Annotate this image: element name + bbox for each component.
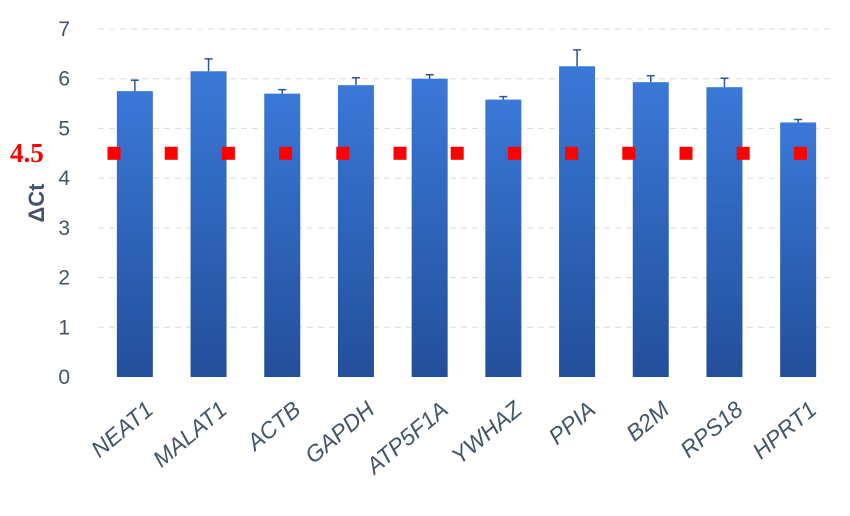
x-category-label: MALAT1	[148, 396, 232, 472]
bars	[116, 66, 817, 378]
y-tick-label: 5	[58, 117, 70, 140]
x-category-label: ACTB	[240, 396, 305, 457]
x-category-label: RPS18	[675, 396, 748, 463]
y-tick-label: 2	[58, 267, 70, 290]
x-category-label: ATP5F1A	[360, 396, 453, 480]
threshold-marker	[279, 146, 293, 160]
bar-ywhaz	[485, 99, 522, 377]
bar-rps18	[706, 87, 743, 377]
y-axis-label: ΔCt	[24, 183, 49, 223]
threshold-marker	[793, 146, 807, 160]
threshold-line	[107, 146, 807, 160]
threshold-marker	[736, 146, 750, 160]
y-tick-label: 3	[58, 217, 70, 240]
y-tick-label: 4	[58, 167, 70, 190]
threshold-marker	[565, 146, 579, 160]
threshold-marker	[393, 146, 407, 160]
bar-b2m	[632, 82, 669, 378]
bar-hprt1	[780, 122, 817, 377]
threshold-marker	[507, 146, 521, 160]
bar-gapdh	[337, 85, 374, 378]
threshold-marker	[107, 146, 121, 160]
y-tick-label: 7	[58, 18, 70, 41]
x-category-label: PPIA	[543, 396, 600, 450]
error-bars	[130, 49, 803, 123]
threshold-marker	[164, 146, 178, 160]
y-axis-ticks: 0 1 2 3 4 5 6 7	[58, 18, 70, 389]
bar-actb	[264, 93, 301, 377]
threshold-label: 4.5	[10, 138, 44, 168]
y-tick-label: 1	[58, 316, 70, 339]
bar-malat1	[190, 71, 227, 377]
threshold-marker	[679, 146, 693, 160]
x-category-label: YWHAZ	[446, 395, 527, 469]
x-category-label: HPRT1	[747, 396, 821, 464]
threshold-marker	[450, 146, 464, 160]
y-tick-label: 0	[58, 366, 70, 389]
bar-atp5f1a	[411, 78, 448, 377]
threshold-marker	[221, 146, 235, 160]
y-tick-label: 6	[58, 68, 70, 91]
bar-neat1	[116, 91, 153, 378]
bar-ppia	[559, 66, 596, 378]
x-category-label: B2M	[621, 395, 675, 446]
threshold-marker	[622, 146, 636, 160]
threshold-marker	[336, 146, 350, 160]
